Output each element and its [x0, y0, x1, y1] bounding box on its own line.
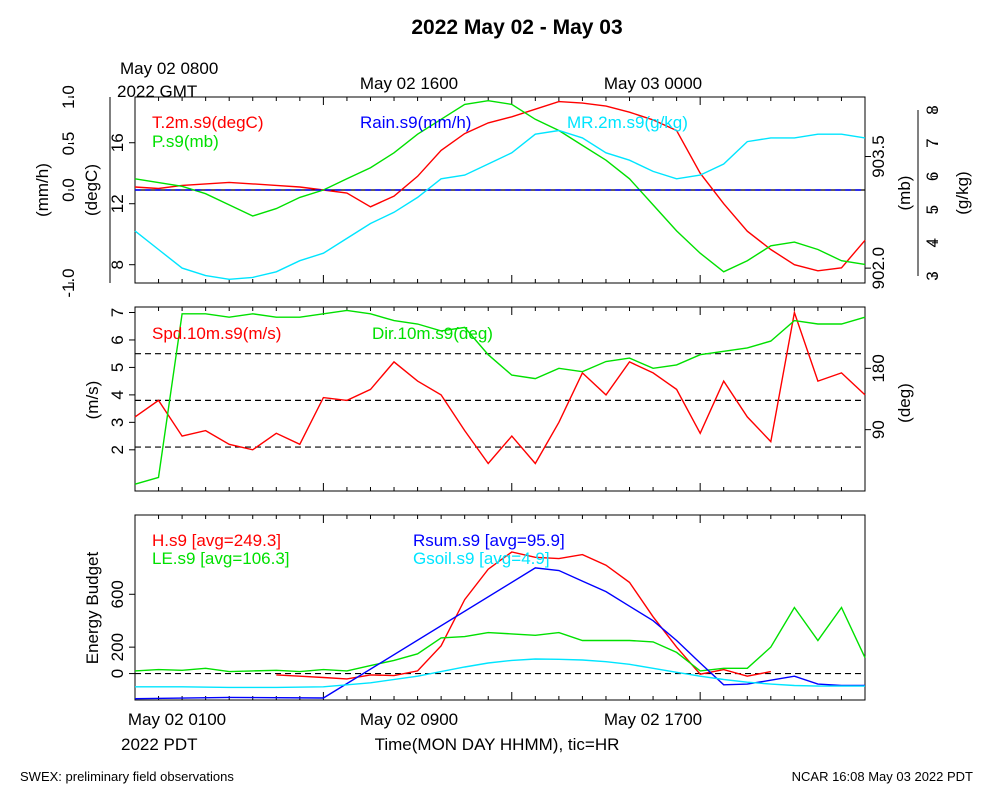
footer-left: SWEX: preliminary field observations	[20, 769, 234, 784]
legend-latent-heat: LE.s9 [avg=106.3]	[152, 549, 290, 568]
middle-panel: 2 3 4 5 6 7 (m/s) 90 180 (deg) Spd.10m.s9(m/s)…	[83, 306, 914, 492]
y-tick-label: 200	[108, 633, 127, 661]
y-tick-label: 8	[108, 260, 127, 269]
y-tick-label: 8	[923, 105, 942, 114]
y-tick-label: 90	[869, 420, 888, 439]
middle-series-line-0	[134, 309, 866, 465]
y-tick-label: 600	[108, 580, 127, 608]
middle-panel-series	[134, 307, 866, 491]
mmh-axis-label: (mm/h)	[33, 163, 52, 217]
legend-gsoil: Gsoil.s9 [avg=4.9]	[413, 549, 550, 568]
y-tick-label: 7	[108, 308, 127, 317]
degc-axis-label: (degC)	[82, 164, 101, 216]
y-tick-label: 0.5	[59, 132, 78, 156]
bottom-series-line-2	[134, 567, 865, 700]
legend-temperature: T.2m.s9(degC)	[152, 113, 263, 132]
legend-wind-direction: Dir.10m.s9(deg)	[372, 324, 493, 343]
y-tick-label: 5	[923, 205, 942, 214]
bottom-series-line-3	[135, 658, 865, 689]
y-tick-label: 180	[869, 354, 888, 382]
middle-series-line-1	[134, 309, 866, 485]
y-tick-label: 3	[108, 418, 127, 427]
y-tick-label: -1.0	[59, 268, 78, 297]
legend-sensible-heat: H.s9 [avg=249.3]	[152, 531, 281, 550]
y-tick-label: 4	[923, 238, 942, 247]
y-tick-label: 12	[108, 194, 127, 213]
y-tick-label: 0.0	[59, 178, 78, 202]
y-tick-label: 4	[108, 390, 127, 399]
bottom-panel-series	[134, 515, 866, 700]
top-panel-series	[134, 97, 866, 283]
degc-axis-ticks: 8 12 16	[108, 133, 135, 269]
y-tick-label: 3	[923, 271, 942, 280]
pdt-end-label: May 02 1700	[604, 710, 702, 729]
top-series-line-0	[134, 100, 866, 272]
pdt-mid-label: May 02 0900	[360, 710, 458, 729]
middle-panel-frame	[134, 306, 866, 492]
utc-end-label: May 03 0000	[604, 74, 702, 93]
utc-mid-label: May 02 1600	[360, 74, 458, 93]
top-series-line-3	[134, 129, 866, 281]
direction-axis-label: (deg)	[895, 383, 914, 423]
gkg-axis-ticks: 3 4 5 6 7 8	[923, 105, 942, 280]
y-tick-label: 902.0	[869, 247, 888, 290]
direction-axis-ticks: 90 180	[865, 354, 888, 439]
mb-axis-label: (mb)	[895, 176, 914, 211]
legend-rsum: Rsum.s9 [avg=95.9]	[413, 531, 565, 550]
utc-start-label-line1: May 02 0800	[120, 59, 218, 78]
speed-axis-ticks: 2 3 4 5 6 7	[108, 308, 135, 455]
y-tick-label: 1.0	[59, 85, 78, 109]
legend-pressure: P.s9(mb)	[152, 132, 219, 151]
y-tick-label: 2	[108, 445, 127, 454]
bottom-panel-frame	[134, 514, 866, 701]
pdt-start-label: May 02 0100	[128, 710, 226, 729]
x-axis-label: Time(MON DAY HHMM), tic=HR	[375, 735, 620, 754]
energy-axis-ticks: 0 200 600	[108, 580, 135, 678]
y-tick-label: 0	[108, 669, 127, 678]
legend-mixing-ratio: MR.2m.s9(g/kg)	[567, 113, 688, 132]
y-tick-label: 6	[923, 172, 942, 181]
gkg-axis-label: (g/kg)	[953, 171, 972, 214]
y-tick-label: 7	[923, 138, 942, 147]
legend-rain: Rain.s9(mm/h)	[360, 113, 471, 132]
y-tick-label: 16	[108, 133, 127, 152]
bottom-panel: 0 200 600 Energy Budget H.s9 [avg=249.3] L…	[83, 514, 866, 701]
bottom-series-line-1	[134, 606, 866, 673]
y-tick-label: 903.5	[869, 135, 888, 178]
mb-axis-ticks: 902.0 903.5	[865, 135, 888, 289]
legend-wind-speed: Spd.10m.s9(m/s)	[152, 324, 281, 343]
footer-right: NCAR 16:08 May 03 2022 PDT	[792, 769, 973, 784]
y-tick-label: 5	[108, 363, 127, 372]
pdt-start-label-line2: 2022 PDT	[121, 735, 198, 754]
speed-axis-label: (m/s)	[83, 381, 102, 420]
energy-axis-label: Energy Budget	[83, 551, 102, 664]
top-series-line-1	[134, 99, 866, 273]
y-tick-label: 6	[108, 335, 127, 344]
figure-title: 2022 May 02 - May 03	[411, 16, 622, 39]
utc-start-label-line2: 2022 GMT	[117, 82, 197, 101]
mmh-axis-ticks: -1.0 0.0 0.5 1.0	[59, 85, 78, 297]
